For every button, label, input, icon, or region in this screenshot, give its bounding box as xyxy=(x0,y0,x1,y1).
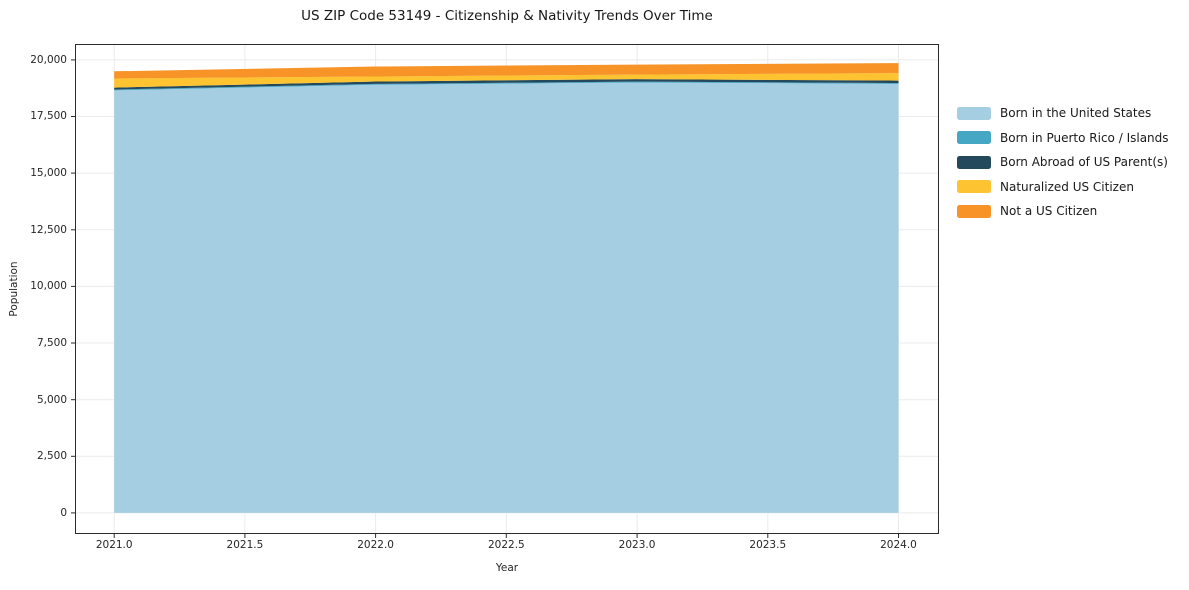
y-tick-label: 20,000 xyxy=(30,53,67,66)
x-tick-label: 2021.0 xyxy=(95,539,133,551)
legend-label: Born Abroad of US Parent(s) xyxy=(1000,155,1168,169)
x-axis-label: Year xyxy=(495,562,519,574)
legend: Born in the United States Born in Puerto … xyxy=(957,106,1169,218)
y-axis-label: Population xyxy=(8,261,20,317)
x-tick-label: 2021.5 xyxy=(226,539,264,551)
legend-item: Born Abroad of US Parent(s) xyxy=(957,155,1169,169)
legend-swatch xyxy=(957,131,991,144)
legend-label: Naturalized US Citizen xyxy=(1000,179,1134,194)
legend-swatch xyxy=(957,204,991,218)
y-tick-label: 5,000 xyxy=(36,393,67,406)
legend-item: Naturalized US Citizen xyxy=(957,180,1169,194)
area-series-0 xyxy=(114,82,899,513)
legend-label: Not a US Citizen xyxy=(1000,204,1098,218)
chart-title: US ZIP Code 53149 - Citizenship & Nativi… xyxy=(301,8,713,24)
x-tick-label: 2024.0 xyxy=(880,539,917,551)
legend-swatch xyxy=(957,106,991,120)
x-tick-label: 2022.0 xyxy=(357,539,394,551)
plot-border xyxy=(75,44,939,534)
area-series-4 xyxy=(114,63,899,79)
y-tick-label: 0 xyxy=(60,506,67,519)
y-tick-label: 2,500 xyxy=(36,450,67,463)
x-tick-label: 2023.0 xyxy=(618,539,656,551)
legend-item: Not a US Citizen xyxy=(957,204,1169,218)
y-tick-label: 7,500 xyxy=(36,337,67,350)
legend-label: Born in the United States xyxy=(1000,106,1152,120)
y-tick-label: 10,000 xyxy=(30,280,67,293)
y-tick-label: 12,500 xyxy=(30,223,67,236)
y-tick-label: 17,500 xyxy=(30,110,67,123)
area-series-3 xyxy=(114,73,899,88)
plot-area xyxy=(71,44,939,538)
area-series-1 xyxy=(114,81,899,91)
legend-swatch xyxy=(957,155,991,169)
legend-label: Born in Puerto Rico / Islands xyxy=(1000,130,1169,145)
x-tick-label: 2023.5 xyxy=(749,539,787,551)
area-series-2 xyxy=(114,79,899,90)
legend-item: Born in Puerto Rico / Islands xyxy=(957,131,1169,145)
legend-swatch xyxy=(957,180,991,193)
y-tick-label: 15,000 xyxy=(30,167,67,180)
x-tick-label: 2022.5 xyxy=(487,539,525,551)
stacked-area-chart xyxy=(71,44,939,538)
legend-item: Born in the United States xyxy=(957,106,1169,120)
